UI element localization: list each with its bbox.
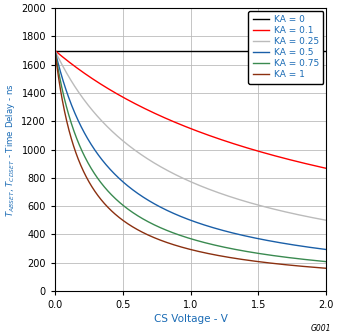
KA = 0.1 bbox=[176, 121, 180, 125]
KA = 0.5 bbox=[53, 49, 57, 53]
KA = 0.75 bbox=[123, 205, 127, 209]
KA = 0.5 bbox=[123, 181, 127, 185]
Text: G001: G001 bbox=[311, 324, 331, 333]
KA = 0.25 bbox=[123, 140, 127, 144]
KA = 1 bbox=[176, 244, 180, 248]
KA = 0 bbox=[101, 49, 105, 53]
KA = 0.5 bbox=[257, 237, 261, 241]
KA = 0.25 bbox=[53, 49, 57, 53]
KA = 0.1 bbox=[213, 135, 217, 139]
KA = 0.1 bbox=[257, 149, 261, 153]
KA = 0.75 bbox=[257, 252, 261, 256]
X-axis label: CS Voltage - V: CS Voltage - V bbox=[154, 314, 227, 324]
KA = 0.75 bbox=[324, 260, 328, 264]
Line: KA = 0.5: KA = 0.5 bbox=[55, 51, 326, 250]
KA = 0.5 bbox=[234, 232, 238, 236]
KA = 0.25 bbox=[101, 120, 105, 124]
Y-axis label: $T_{ABSET}$, $T_{CDSET}$ - Time Delay - ns: $T_{ABSET}$, $T_{CDSET}$ - Time Delay - … bbox=[4, 83, 17, 216]
KA = 0.25 bbox=[234, 197, 238, 201]
KA = 0.75 bbox=[213, 243, 217, 247]
KA = 0 bbox=[213, 49, 217, 53]
KA = 0.75 bbox=[176, 232, 180, 237]
KA = 0 bbox=[234, 49, 238, 53]
KA = 0.1 bbox=[123, 96, 127, 100]
KA = 1 bbox=[213, 253, 217, 257]
KA = 0 bbox=[176, 49, 180, 53]
KA = 1 bbox=[101, 200, 105, 204]
KA = 0 bbox=[324, 49, 328, 53]
KA = 0.5 bbox=[324, 248, 328, 252]
Legend: KA = 0, KA = 0.1, KA = 0.25, KA = 0.5, KA = 0.75, KA = 1: KA = 0, KA = 0.1, KA = 0.25, KA = 0.5, K… bbox=[248, 11, 323, 84]
KA = 0.1 bbox=[101, 83, 105, 87]
KA = 0.1 bbox=[53, 49, 57, 53]
Line: KA = 1: KA = 1 bbox=[55, 51, 326, 268]
KA = 1 bbox=[257, 260, 261, 264]
Line: KA = 0.1: KA = 0.1 bbox=[55, 51, 326, 168]
KA = 0.25 bbox=[176, 174, 180, 178]
KA = 0.5 bbox=[176, 213, 180, 217]
KA = 0 bbox=[53, 49, 57, 53]
KA = 0.25 bbox=[257, 203, 261, 207]
KA = 0.75 bbox=[53, 49, 57, 53]
KA = 1 bbox=[123, 220, 127, 224]
KA = 1 bbox=[53, 49, 57, 53]
KA = 0.25 bbox=[324, 218, 328, 222]
KA = 0.5 bbox=[213, 226, 217, 230]
KA = 0 bbox=[257, 49, 261, 53]
KA = 0.1 bbox=[324, 166, 328, 170]
Line: KA = 0.75: KA = 0.75 bbox=[55, 51, 326, 262]
Line: KA = 0.25: KA = 0.25 bbox=[55, 51, 326, 220]
KA = 0.75 bbox=[101, 183, 105, 187]
KA = 0.1 bbox=[234, 142, 238, 146]
KA = 0.75 bbox=[234, 248, 238, 252]
KA = 0.25 bbox=[213, 189, 217, 193]
KA = 1 bbox=[324, 266, 328, 270]
KA = 0.5 bbox=[101, 159, 105, 163]
KA = 0 bbox=[123, 49, 127, 53]
KA = 1 bbox=[234, 257, 238, 261]
